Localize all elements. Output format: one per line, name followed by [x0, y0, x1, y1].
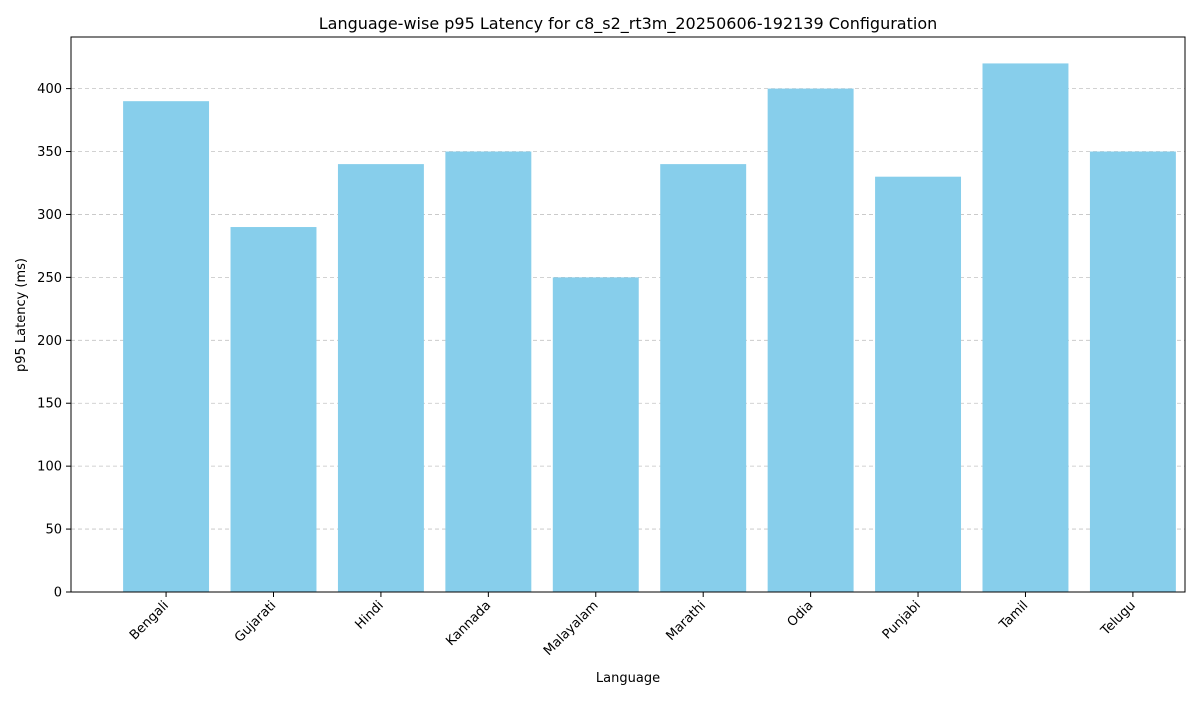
- y-tick-label: 150: [37, 397, 62, 412]
- x-axis-title: Language: [596, 671, 660, 686]
- bar-punjabi: [875, 176, 962, 592]
- bar-malayalam: [552, 277, 639, 592]
- y-tick-label: 350: [37, 145, 62, 160]
- x-tick-label: Tamil: [996, 598, 1031, 633]
- y-tick-label: 0: [54, 586, 62, 601]
- x-tick-label: Hindi: [352, 598, 386, 632]
- bar-kannada: [445, 151, 532, 592]
- bar-tamil: [982, 63, 1069, 592]
- x-tick-label: Gujarati: [232, 598, 279, 645]
- x-tick-label: Marathi: [663, 598, 709, 644]
- y-tick-label: 250: [37, 271, 62, 286]
- bar-gujarati: [230, 227, 317, 593]
- y-tick-label: 100: [37, 460, 62, 475]
- chart-title: Language-wise p95 Latency for c8_s2_rt3m…: [319, 14, 938, 34]
- x-tick-label: Malayalam: [541, 598, 602, 659]
- x-axis-ticks: Bengali Gujarati Hindi Kannada Malayalam Mara…: [127, 592, 1139, 659]
- y-tick-label: 200: [37, 334, 62, 349]
- bar-hindi: [337, 164, 424, 593]
- bar-bengali: [123, 101, 210, 593]
- x-tick-label: Telugu: [1098, 598, 1139, 639]
- y-tick-label: 300: [37, 208, 62, 223]
- y-tick-label: 400: [37, 82, 62, 97]
- bar-telugu: [1089, 151, 1176, 592]
- x-tick-label: Odia: [785, 598, 817, 630]
- x-tick-label: Punjabi: [880, 598, 924, 642]
- y-axis-ticks: 0 50 100 150 200 250 300 350 400: [37, 82, 71, 601]
- y-tick-label: 50: [45, 523, 62, 538]
- y-axis-title: p95 Latency (ms): [14, 258, 29, 372]
- bars: [123, 63, 1176, 593]
- x-tick-label: Kannada: [443, 598, 494, 649]
- bar-odia: [767, 88, 854, 593]
- plot-frame: [70, 36, 1186, 593]
- x-tick-label: Bengali: [127, 598, 172, 643]
- bar-marathi: [660, 164, 747, 593]
